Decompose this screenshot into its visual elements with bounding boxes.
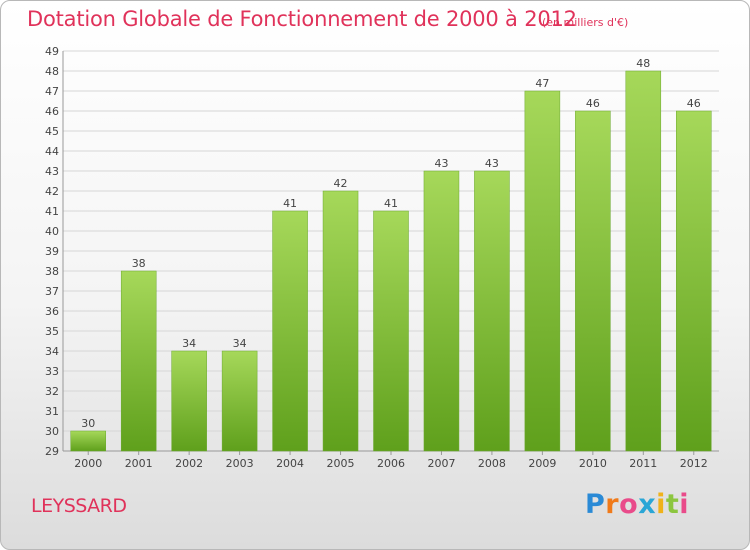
bar-chart: 29 30 31 32 33 34 35 36 37 38 39 40 41 42 43 44 45 46 47 48… (45, 45, 719, 470)
y-tick-label: 41 (45, 205, 59, 218)
x-tick-label: 2004 (276, 457, 304, 470)
logo-letter: P (585, 489, 606, 520)
y-tick-label: 38 (45, 265, 59, 278)
bar-value-label: 41 (384, 197, 398, 210)
bar (524, 90, 561, 452)
data-labels: 30 38 34 34 41 42 41 43 43 47 46 48 46 (81, 57, 701, 430)
bar-value-label: 30 (81, 417, 95, 430)
logo-letter: i (679, 489, 690, 520)
bar-value-label: 42 (334, 177, 348, 190)
bar-value-label: 34 (182, 337, 196, 350)
y-tick-label: 29 (45, 445, 59, 458)
bars (70, 70, 712, 452)
bar-value-label: 43 (485, 157, 499, 170)
place-name: LEYSSARD (31, 495, 127, 517)
bar (575, 110, 611, 452)
x-tick-label: 2010 (579, 457, 607, 470)
logo-letter: x (638, 489, 657, 520)
bar-value-label: 48 (636, 57, 650, 70)
bar (70, 430, 106, 452)
logo-letter: t (665, 489, 680, 520)
y-tick-label: 44 (45, 145, 59, 158)
proxiti-logo[interactable]: Proxiti (585, 489, 689, 520)
x-tick-label: 2009 (528, 457, 556, 470)
logo-letter: i (656, 489, 666, 520)
bar-value-label: 46 (586, 97, 600, 110)
bar (423, 170, 460, 452)
y-tick-label: 37 (45, 285, 59, 298)
y-tick-label: 31 (45, 405, 59, 418)
bar (474, 170, 510, 452)
bar (322, 190, 359, 452)
bar (171, 350, 207, 452)
bar-value-label: 43 (434, 157, 448, 170)
bar (120, 270, 157, 452)
y-tick-label: 40 (45, 225, 59, 238)
bar-value-label: 47 (535, 77, 549, 90)
y-tick-label: 33 (45, 365, 59, 378)
y-tick-label: 49 (45, 45, 59, 58)
y-tick-label: 45 (45, 125, 59, 138)
bar-value-label: 38 (132, 257, 146, 270)
y-tick-label: 36 (45, 305, 59, 318)
bar-value-label: 34 (233, 337, 247, 350)
bar (373, 210, 409, 452)
chart-unit: (en milliers d'€) (542, 16, 629, 29)
y-tick-label: 42 (45, 185, 59, 198)
y-tick-label: 34 (45, 345, 59, 358)
x-tick-label: 2002 (175, 457, 203, 470)
logo-letter: o (619, 489, 639, 520)
x-tick-label: 2003 (226, 457, 254, 470)
bar-value-label: 46 (687, 97, 701, 110)
x-tick-label: 2001 (125, 457, 153, 470)
chart-title: Dotation Globale de Fonctionnement de 20… (27, 7, 577, 31)
y-tick-label: 35 (45, 325, 59, 338)
y-tick-label: 47 (45, 85, 59, 98)
bar (625, 70, 662, 452)
y-tick-label: 32 (45, 385, 59, 398)
x-tick-label: 2011 (629, 457, 657, 470)
x-tick-label: 2008 (478, 457, 506, 470)
x-tick-label: 2007 (427, 457, 455, 470)
x-tick-label: 2005 (327, 457, 355, 470)
y-tick-label: 30 (45, 425, 59, 438)
axes: 29 30 31 32 33 34 35 36 37 38 39 40 41 42 43 44 45 46 47 48… (45, 45, 719, 470)
y-tick-label: 48 (45, 65, 59, 78)
x-tick-label: 2000 (74, 457, 102, 470)
x-tick-label: 2012 (680, 457, 708, 470)
y-tick-label: 39 (45, 245, 59, 258)
bar-value-label: 41 (283, 197, 297, 210)
y-tick-label: 46 (45, 105, 59, 118)
y-tick-label: 43 (45, 165, 59, 178)
logo-letter: r (605, 489, 620, 520)
bar (272, 210, 308, 452)
x-tick-label: 2006 (377, 457, 405, 470)
bar (676, 110, 712, 452)
bar (221, 350, 258, 452)
